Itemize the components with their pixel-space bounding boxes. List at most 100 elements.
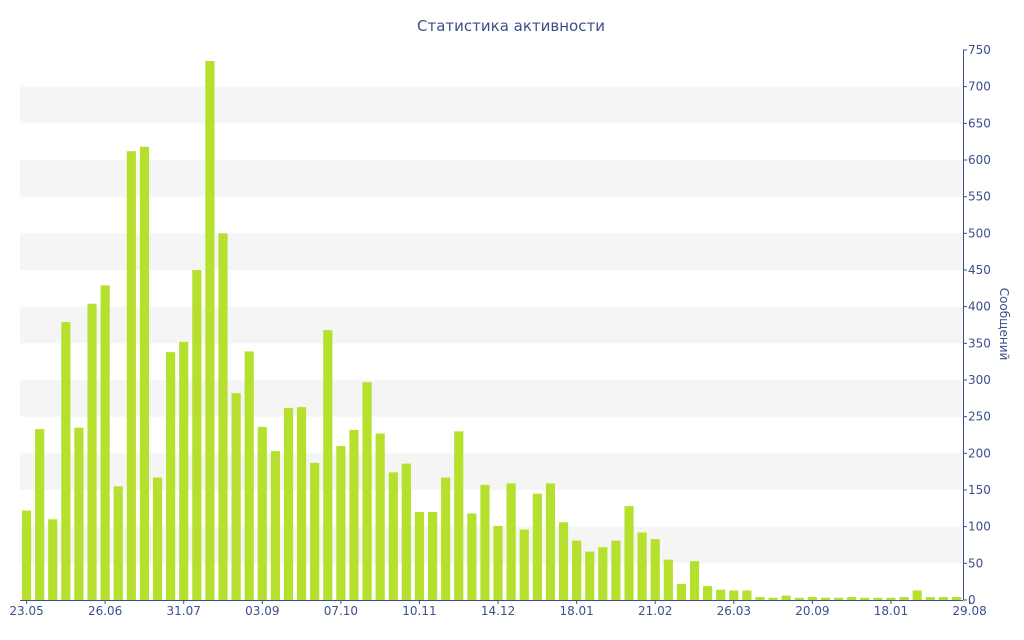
y-tick-label: 200 [968, 446, 991, 460]
bar [74, 427, 84, 600]
bar [532, 493, 542, 600]
bar [860, 597, 870, 600]
bar [166, 352, 176, 600]
grid-band [20, 160, 963, 197]
bar [152, 477, 163, 600]
grid-band [20, 86, 963, 124]
bar [873, 597, 883, 600]
bar [676, 583, 686, 600]
y-tick-label: 450 [968, 263, 991, 277]
bar [87, 303, 97, 600]
x-tick-label: 29.08 [952, 604, 986, 618]
y-tick-label: 100 [968, 520, 991, 534]
bar [558, 522, 569, 600]
bar [794, 597, 804, 600]
y-tick-label: 500 [968, 226, 991, 240]
bar [61, 322, 71, 600]
bar [506, 483, 516, 600]
bar [388, 472, 398, 600]
y-axis-ticks: 0 50 100 150 200 250 300 350 400 450 500 550 600 650 7… [963, 43, 991, 607]
bar [716, 589, 726, 600]
bar [611, 540, 621, 600]
bar [742, 590, 752, 600]
x-tick-label: 14.12 [481, 604, 515, 618]
bar [912, 590, 922, 600]
bar [244, 351, 254, 600]
bar [283, 407, 294, 600]
bar [35, 429, 45, 600]
grid-band [20, 233, 963, 270]
bar [21, 510, 32, 600]
bar [310, 462, 320, 600]
bar [270, 451, 280, 600]
grid-band [20, 453, 963, 490]
chart-title: Статистика активности [417, 17, 605, 35]
bar [362, 382, 372, 600]
x-tick-label: 21.02 [638, 604, 672, 618]
bar [454, 431, 464, 600]
x-axis-ticks: 23.05 26.06 31.07 03.09 07.10 10.11 14.12 18.01… [9, 600, 987, 618]
bar [480, 484, 490, 600]
bar [951, 597, 962, 600]
y-tick-label: 400 [968, 300, 991, 314]
x-tick-label: 10.11 [402, 604, 436, 618]
x-tick-label: 26.06 [88, 604, 122, 618]
y-tick-label: 350 [968, 336, 991, 350]
bar [441, 477, 451, 600]
y-tick-label: 250 [968, 410, 991, 424]
bar [48, 519, 58, 600]
x-tick-label: 20.09 [795, 604, 829, 618]
bar [336, 446, 346, 600]
bar [768, 597, 778, 600]
bar [925, 597, 935, 600]
bar [598, 547, 608, 600]
bar [349, 429, 359, 600]
bar [467, 513, 477, 600]
bar [820, 597, 831, 600]
x-tick-label: 26.03 [717, 604, 751, 618]
bar [572, 540, 582, 600]
bar [833, 597, 844, 600]
y-axis-label: Сообщений [997, 288, 1011, 361]
bar [624, 506, 634, 600]
bar [938, 597, 948, 600]
y-tick-label: 750 [968, 43, 991, 57]
x-tick-label: 18.01 [559, 604, 593, 618]
bar [847, 597, 857, 600]
y-tick-label: 550 [968, 190, 991, 204]
bar [650, 539, 660, 600]
x-tick-label: 18.01 [874, 604, 908, 618]
x-tick-label: 07.10 [324, 604, 358, 618]
bar [375, 433, 385, 600]
y-tick-label: 700 [968, 80, 991, 94]
bar [585, 551, 595, 600]
bar [703, 586, 713, 600]
y-tick-label: 150 [968, 483, 991, 497]
bar [205, 61, 215, 600]
bar [192, 270, 202, 600]
bar [689, 561, 700, 600]
bars-group [21, 61, 962, 601]
bar [886, 597, 896, 600]
bar [781, 595, 791, 600]
grid-bands [20, 86, 963, 564]
bar [755, 597, 765, 600]
x-tick-label: 31.07 [167, 604, 201, 618]
grid-band [20, 380, 963, 417]
bar [139, 146, 150, 601]
y-tick-label: 50 [968, 556, 983, 570]
bar [323, 330, 333, 600]
y-tick-label: 650 [968, 116, 991, 130]
grid-band [20, 526, 963, 564]
x-tick-label: 23.05 [9, 604, 43, 618]
bar [231, 393, 241, 600]
grid-band [20, 306, 963, 344]
bar [218, 233, 228, 600]
bar [807, 597, 817, 600]
bar [427, 512, 438, 600]
bar [401, 463, 411, 600]
bar [663, 559, 673, 600]
bar [126, 151, 136, 600]
y-tick-label: 0 [968, 593, 976, 607]
